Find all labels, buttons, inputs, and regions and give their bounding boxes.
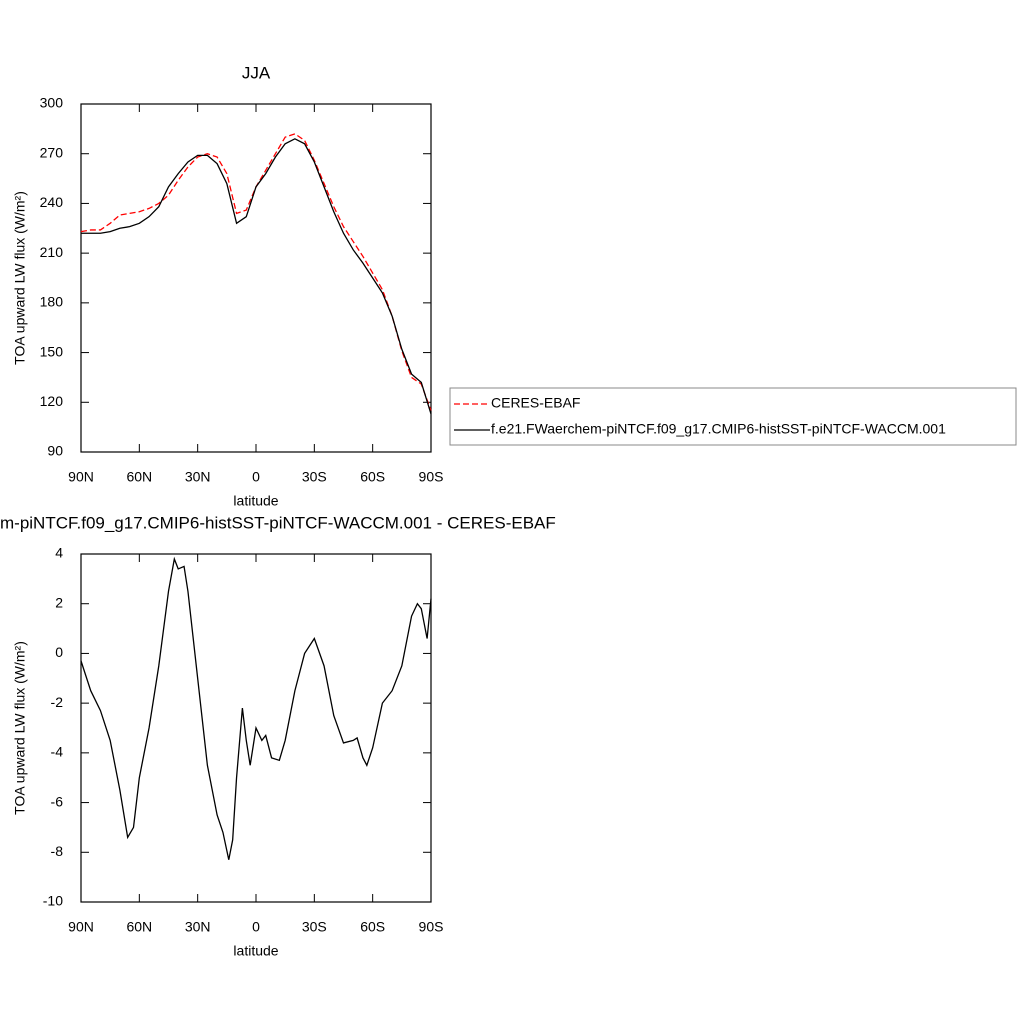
x-axis-label: latitude: [233, 493, 278, 509]
y-tick-label: 4: [55, 545, 63, 561]
y-tick-label: -4: [51, 744, 64, 760]
x-axis-label: latitude: [233, 943, 278, 959]
x-tick-label: 30S: [302, 469, 327, 485]
x-tick-label: 90S: [419, 919, 444, 935]
y-tick-label: 120: [40, 393, 64, 409]
y-tick-label: -2: [51, 694, 64, 710]
y-axis-label: TOA upward LW flux (W/m²): [12, 191, 28, 365]
y-tick-label: 210: [40, 244, 64, 260]
y-tick-label: 270: [40, 144, 64, 160]
y-tick-label: 300: [40, 95, 64, 111]
x-tick-label: 90N: [68, 469, 94, 485]
plot-frame: [80, 103, 432, 453]
y-tick-label: -6: [51, 793, 64, 809]
x-tick-label: 30N: [185, 469, 211, 485]
x-tick-label: 0: [252, 469, 260, 485]
y-tick-label: 90: [47, 443, 63, 459]
legend-box: [449, 387, 1017, 446]
data-line: [80, 133, 432, 411]
x-tick-label: 60S: [360, 919, 385, 935]
x-tick-label: 0: [252, 919, 260, 935]
y-tick-label: 240: [40, 194, 64, 210]
x-tick-label: 90N: [68, 919, 94, 935]
y-tick-label: 150: [40, 343, 64, 359]
y-tick-label: 2: [55, 594, 63, 610]
x-tick-label: 90S: [419, 469, 444, 485]
x-tick-label: 30N: [185, 919, 211, 935]
x-tick-label: 60N: [126, 919, 152, 935]
data-line: [80, 556, 432, 860]
x-tick-label: 60N: [126, 469, 152, 485]
chart-title: m-piNTCF.f09_g17.CMIP6-histSST-piNTCF-WA…: [0, 513, 556, 532]
legend-label: CERES-EBAF: [491, 395, 580, 411]
data-line: [81, 138, 432, 415]
y-tick-label: 180: [40, 294, 64, 310]
x-tick-label: 30S: [302, 919, 327, 935]
x-tick-label: 60S: [360, 469, 385, 485]
y-tick-label: -10: [43, 893, 63, 909]
y-axis-label: TOA upward LW flux (W/m²): [12, 641, 28, 815]
y-tick-label: -8: [51, 843, 64, 859]
legend-label: f.e21.FWaerchem-piNTCF.f09_g17.CMIP6-his…: [491, 421, 946, 437]
chart-title: JJA: [242, 63, 271, 82]
y-tick-label: 0: [55, 644, 63, 660]
